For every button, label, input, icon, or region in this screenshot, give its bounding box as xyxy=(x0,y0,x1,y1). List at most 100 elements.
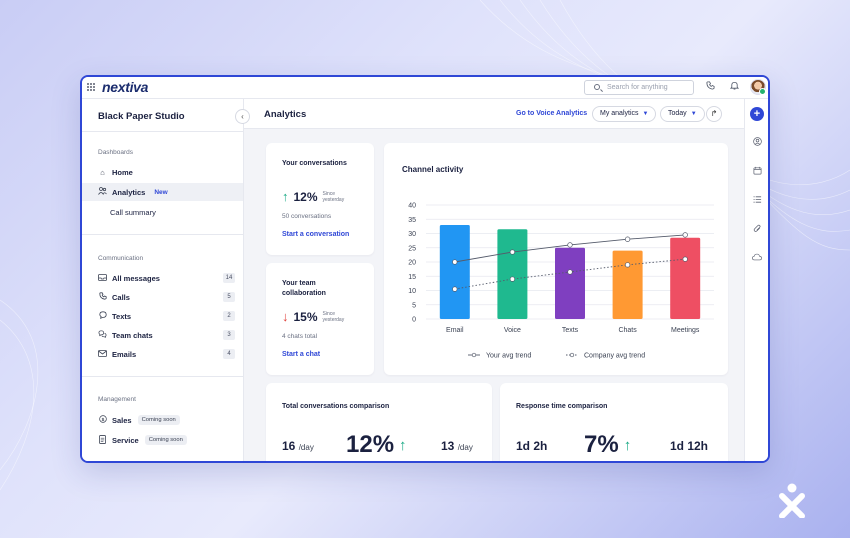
x-tick-label: Meetings xyxy=(671,327,700,334)
share-button[interactable]: ↱ xyxy=(706,106,722,122)
y-tick-label: 0 xyxy=(412,317,416,324)
count-badge: 3 xyxy=(223,330,235,340)
page-header: Analytics Go to Voice Analytics My analy… xyxy=(244,99,744,129)
value-unit: /day xyxy=(298,443,314,452)
response-time-card: Response time comparison 1d 2h 7% ↑ 1d 1… xyxy=(500,383,728,461)
contact-icon[interactable] xyxy=(750,137,764,148)
phone-icon[interactable] xyxy=(706,81,715,93)
sidebar-item-service[interactable]: Service Coming soon xyxy=(82,431,243,449)
collapse-sidebar-button[interactable]: ‹ xyxy=(235,109,250,124)
trend-point xyxy=(624,262,631,268)
x-tick-label: Voice xyxy=(504,327,521,334)
right-rail: + xyxy=(744,99,768,461)
conversations-kpi: ↑ 12% Since yesterday xyxy=(282,189,353,204)
comparison-percent: 12% ↑ xyxy=(346,431,407,459)
card-title: Response time comparison xyxy=(516,403,608,410)
trend-point xyxy=(624,236,631,242)
divider xyxy=(82,234,243,235)
workspace-title: Black Paper Studio xyxy=(98,111,185,122)
channel-activity-chart: 0 5 10 15 20 25 30 35 40 Email Voice Texts Chats Meet… xyxy=(408,203,714,360)
arrow-up-icon: ↑ xyxy=(399,436,407,454)
new-badge: New xyxy=(154,188,168,196)
sidebar-item-home[interactable]: ⌂ Home xyxy=(82,163,243,181)
nextiva-brand-mark-icon xyxy=(779,483,805,518)
analytics-view-select[interactable]: My analytics ▼ xyxy=(592,106,657,122)
legend-label: Company avg trend xyxy=(584,353,645,360)
trend-point xyxy=(452,259,458,265)
period-select[interactable]: Today ▼ xyxy=(660,106,705,122)
total-conversations-card: Total conversations comparison 16 /day 1… xyxy=(266,383,492,461)
sidebar-item-label: All messages xyxy=(112,273,160,283)
sidebar-item-label: Emails xyxy=(112,349,137,359)
bar-voice xyxy=(497,229,528,319)
coming-soon-tag: Coming soon xyxy=(137,415,180,425)
y-tick-label: 10 xyxy=(408,288,416,295)
sidebar-item-analytics[interactable]: Analytics New xyxy=(82,183,243,201)
paperclip-icon[interactable] xyxy=(750,224,764,235)
select-value: My analytics xyxy=(600,110,639,117)
sidebar-item-label: Calls xyxy=(112,292,130,302)
sidebar-item-all-messages[interactable]: All messages 14 xyxy=(82,269,243,287)
card-title: Your team collaboration xyxy=(282,280,326,297)
start-conversation-link[interactable]: Start a conversation xyxy=(282,231,350,238)
apps-grid-icon[interactable] xyxy=(87,83,96,92)
trend-point xyxy=(509,276,516,282)
svg-text:$: $ xyxy=(101,417,104,423)
sidebar-item-texts[interactable]: Texts 2 xyxy=(82,307,243,325)
legend-marker xyxy=(471,352,477,358)
sidebar-item-label: Team chats xyxy=(112,330,153,340)
x-tick-label: Texts xyxy=(562,327,579,334)
bell-icon[interactable] xyxy=(729,81,740,93)
chart-title: Channel activity xyxy=(402,165,464,174)
section-label-management: Management xyxy=(98,396,136,403)
search-placeholder: Search for anything xyxy=(607,84,668,91)
sidebar-item-label: Analytics xyxy=(112,187,146,197)
analytics-icon xyxy=(98,187,107,197)
kpi-value: 15% xyxy=(293,309,318,324)
sidebar-item-sales[interactable]: $ Sales Coming soon xyxy=(82,411,243,429)
inbox-icon xyxy=(98,273,107,283)
cloud-icon[interactable] xyxy=(750,253,764,263)
legend-marker xyxy=(569,352,575,358)
coming-soon-tag: Coming soon xyxy=(144,435,187,445)
section-label-dashboards: Dashboards xyxy=(98,149,134,156)
list-icon[interactable] xyxy=(750,195,764,206)
sidebar-item-label: Service xyxy=(112,435,139,445)
bar-texts xyxy=(555,247,585,319)
start-chat-link[interactable]: Start a chat xyxy=(282,351,321,358)
search-input[interactable]: Search for anything xyxy=(584,80,694,95)
voice-analytics-link[interactable]: Go to Voice Analytics xyxy=(516,110,588,117)
y-tick-label: 20 xyxy=(408,260,416,267)
user-avatar[interactable] xyxy=(750,79,766,95)
add-button[interactable]: + xyxy=(750,107,764,121)
bar-chats xyxy=(612,250,643,319)
kpi-value: 12% xyxy=(293,189,318,204)
trend-point xyxy=(682,232,688,238)
y-tick-label: 35 xyxy=(408,217,416,224)
divider xyxy=(82,376,243,377)
comparison-percent: 7% ↑ xyxy=(584,431,631,459)
search-icon xyxy=(594,84,600,90)
sidebar-item-label: Home xyxy=(112,167,133,177)
app-window: nextiva Search for anything Black Paper … xyxy=(80,75,770,463)
calendar-icon[interactable] xyxy=(750,166,764,177)
value-number: 16 xyxy=(282,439,296,453)
value-unit: /day xyxy=(457,443,473,452)
x-tick-label: Chats xyxy=(618,327,637,334)
trend-point xyxy=(567,242,573,248)
current-value: 1d 12h xyxy=(670,439,709,453)
caret-down-icon: ▼ xyxy=(690,111,697,117)
sidebar-item-team-chats[interactable]: Team chats 3 xyxy=(82,326,243,344)
current-value: 13 /day xyxy=(441,439,473,453)
caret-down-icon: ▼ xyxy=(642,111,649,117)
bar-meetings xyxy=(670,237,701,319)
sidebar-item-emails[interactable]: Emails 4 xyxy=(82,345,243,363)
section-label-communication: Communication xyxy=(98,255,144,262)
collaboration-card: Your team collaboration ↓ 15% Since yest… xyxy=(266,263,374,375)
sidebar-item-calls[interactable]: Calls 5 xyxy=(82,288,243,306)
nextiva-logo[interactable]: nextiva xyxy=(102,79,149,95)
sidebar-item-label: Call summary xyxy=(110,207,156,217)
bar-email xyxy=(439,224,470,319)
sidebar-item-call-summary[interactable]: Call summary xyxy=(82,203,243,221)
arrow-down-icon: ↓ xyxy=(282,309,289,324)
